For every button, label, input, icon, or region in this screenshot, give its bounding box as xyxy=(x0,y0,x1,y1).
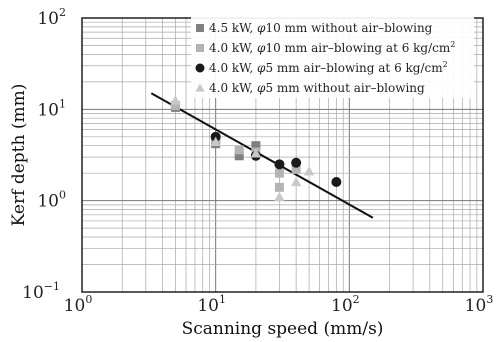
y-axis-label: Kerf depth (mm) xyxy=(9,84,29,227)
data-point-series-3 xyxy=(331,177,342,188)
y-tick-label: 102 xyxy=(37,6,66,29)
data-point-series-2 xyxy=(274,168,284,178)
x-tick-label: 102 xyxy=(331,293,360,316)
x-tick-label: 103 xyxy=(465,293,494,316)
data-point-series-4 xyxy=(303,166,315,176)
y-tick-label: 100 xyxy=(37,189,66,212)
x-tick-label: 100 xyxy=(64,293,93,316)
legend: 4.5 kW, φ10 mm without air–blowing 4.0 kW… xyxy=(191,16,474,98)
data-point-series-2 xyxy=(234,145,244,155)
data-point-series-4 xyxy=(210,136,221,147)
data-points xyxy=(170,95,342,202)
legend-label-4: 4.0 kW, φ5 mm without air–blowing xyxy=(209,81,425,95)
data-point-series-2 xyxy=(291,164,301,174)
legend-box xyxy=(191,16,474,98)
data-point-series-2 xyxy=(170,101,180,111)
fit-line xyxy=(150,92,374,219)
fit-line-group xyxy=(150,92,374,219)
data-point-series-1 xyxy=(251,141,261,151)
legend-label-1: 4.5 kW, φ10 mm without air–blowing xyxy=(209,21,433,35)
data-point-series-4 xyxy=(290,176,302,187)
data-point-series-3 xyxy=(291,157,302,168)
x-axis-label: Scanning speed (mm/s) xyxy=(182,319,384,339)
data-point-series-4 xyxy=(170,95,181,105)
y-tick-label: 10−1 xyxy=(22,280,60,303)
x-tick-label: 101 xyxy=(197,293,226,316)
legend-label-2: 4.0 kW, φ10 mm air–blowing at 6 kg/cm2 xyxy=(209,40,455,55)
y-tick-label: 101 xyxy=(37,97,66,120)
legend-marker-1 xyxy=(196,24,204,32)
legend-label-3: 4.0 kW, φ5 mm air–blowing at 6 kg/cm2 xyxy=(209,60,448,75)
legend-marker-4 xyxy=(195,83,205,92)
data-point-series-3 xyxy=(274,159,285,170)
legend-marker-2 xyxy=(196,44,204,52)
data-point-series-1 xyxy=(234,151,244,161)
data-point-series-2 xyxy=(274,182,284,192)
data-point-series-4 xyxy=(250,148,262,158)
legend-marker-3 xyxy=(195,63,205,73)
data-point-series-4 xyxy=(274,191,285,202)
